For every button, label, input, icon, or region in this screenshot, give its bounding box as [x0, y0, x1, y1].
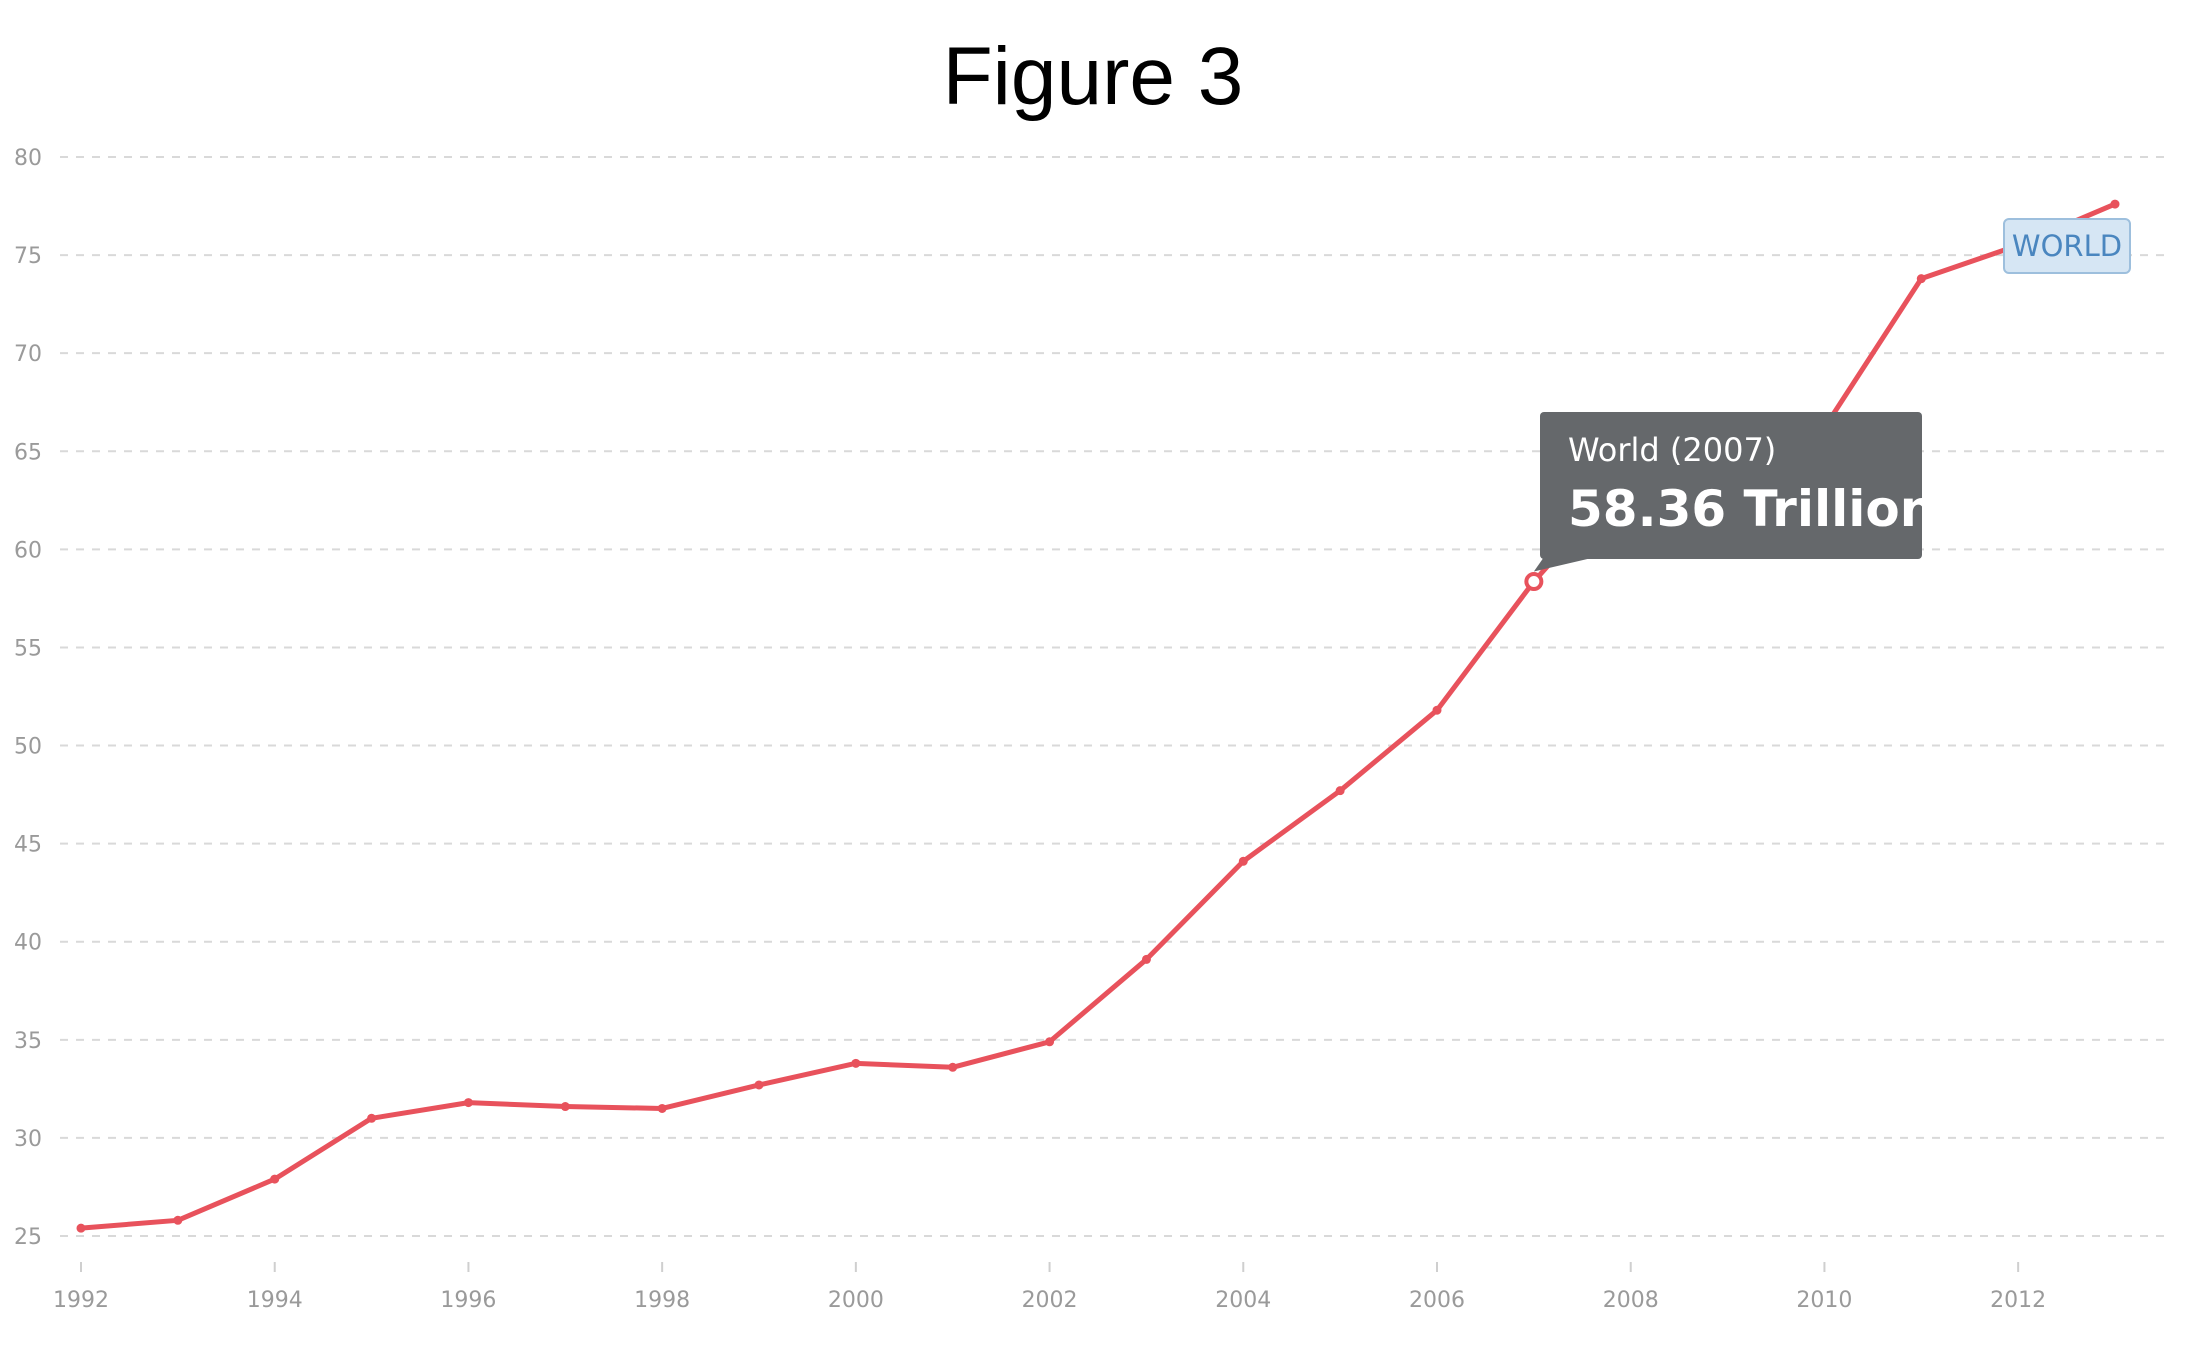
figure-title: Figure 3: [943, 31, 1244, 122]
y-tick-label: 75: [14, 244, 42, 269]
data-point[interactable]: [1335, 786, 1345, 796]
y-tick-label: 45: [14, 833, 42, 858]
y-tick-label: 65: [14, 440, 42, 465]
data-point[interactable]: [270, 1174, 280, 1184]
data-point[interactable]: [1045, 1037, 1055, 1047]
tooltip-pointer: [1533, 557, 1596, 572]
x-tick-label: 1992: [53, 1288, 109, 1313]
tooltip: World (2007) 58.36 Trillion: [1533, 412, 1935, 572]
data-point[interactable]: [173, 1215, 183, 1225]
x-tick-label: 2010: [1796, 1288, 1852, 1313]
tooltip-value: 58.36 Trillion: [1568, 480, 1935, 538]
x-tick-label: 1994: [247, 1288, 303, 1313]
data-point[interactable]: [560, 1102, 570, 1112]
series-label-box: [2003, 218, 2131, 274]
data-point[interactable]: [1432, 705, 1442, 715]
x-tick-label: 1998: [634, 1288, 690, 1313]
data-point[interactable]: [76, 1223, 86, 1233]
series-label-text: WORLD: [2012, 229, 2122, 263]
data-point[interactable]: [463, 1098, 473, 1108]
y-tick-label: 40: [14, 931, 42, 956]
highlighted-data-point[interactable]: [1524, 572, 1544, 592]
tooltip-series-year: World (2007): [1568, 431, 1776, 469]
x-tick-label: 2004: [1215, 1288, 1271, 1313]
data-point[interactable]: [367, 1113, 377, 1123]
data-point[interactable]: [754, 1080, 764, 1090]
x-axis: 1992 1994 1996 1998 2000 2002 2004 2006 2008 2010…: [53, 1262, 2046, 1313]
tooltip-box: [1540, 412, 1922, 559]
series-world: [76, 199, 2120, 1233]
data-point[interactable]: [851, 1058, 861, 1068]
data-point[interactable]: [657, 1103, 667, 1113]
y-tick-label: 70: [14, 342, 42, 367]
data-point[interactable]: [948, 1062, 958, 1072]
data-point[interactable]: [1141, 954, 1151, 964]
y-tick-label: 80: [14, 146, 42, 171]
data-point[interactable]: [2110, 199, 2120, 209]
data-point[interactable]: [1238, 856, 1248, 866]
y-tick-label: 60: [14, 538, 42, 563]
x-tick-label: 1996: [440, 1288, 496, 1313]
y-tick-label: 50: [14, 735, 42, 760]
y-axis: 25 30 35 40 45 50 55 60 65 70 75 80: [14, 146, 42, 1250]
x-tick-label: 2012: [1990, 1288, 2046, 1313]
y-tick-label: 30: [14, 1127, 42, 1152]
series-end-label[interactable]: WORLD: [2003, 218, 2131, 274]
grid-lines: [60, 156, 2172, 1237]
x-tick-label: 2002: [1022, 1288, 1078, 1313]
y-tick-label: 35: [14, 1029, 42, 1054]
x-tick-label: 2006: [1409, 1288, 1465, 1313]
y-tick-label: 55: [14, 636, 42, 661]
data-point[interactable]: [1916, 274, 1926, 284]
series-line: [78, 201, 2118, 1231]
y-tick-label: 25: [14, 1225, 42, 1250]
x-tick-label: 2000: [828, 1288, 884, 1313]
x-tick-label: 2008: [1603, 1288, 1659, 1313]
